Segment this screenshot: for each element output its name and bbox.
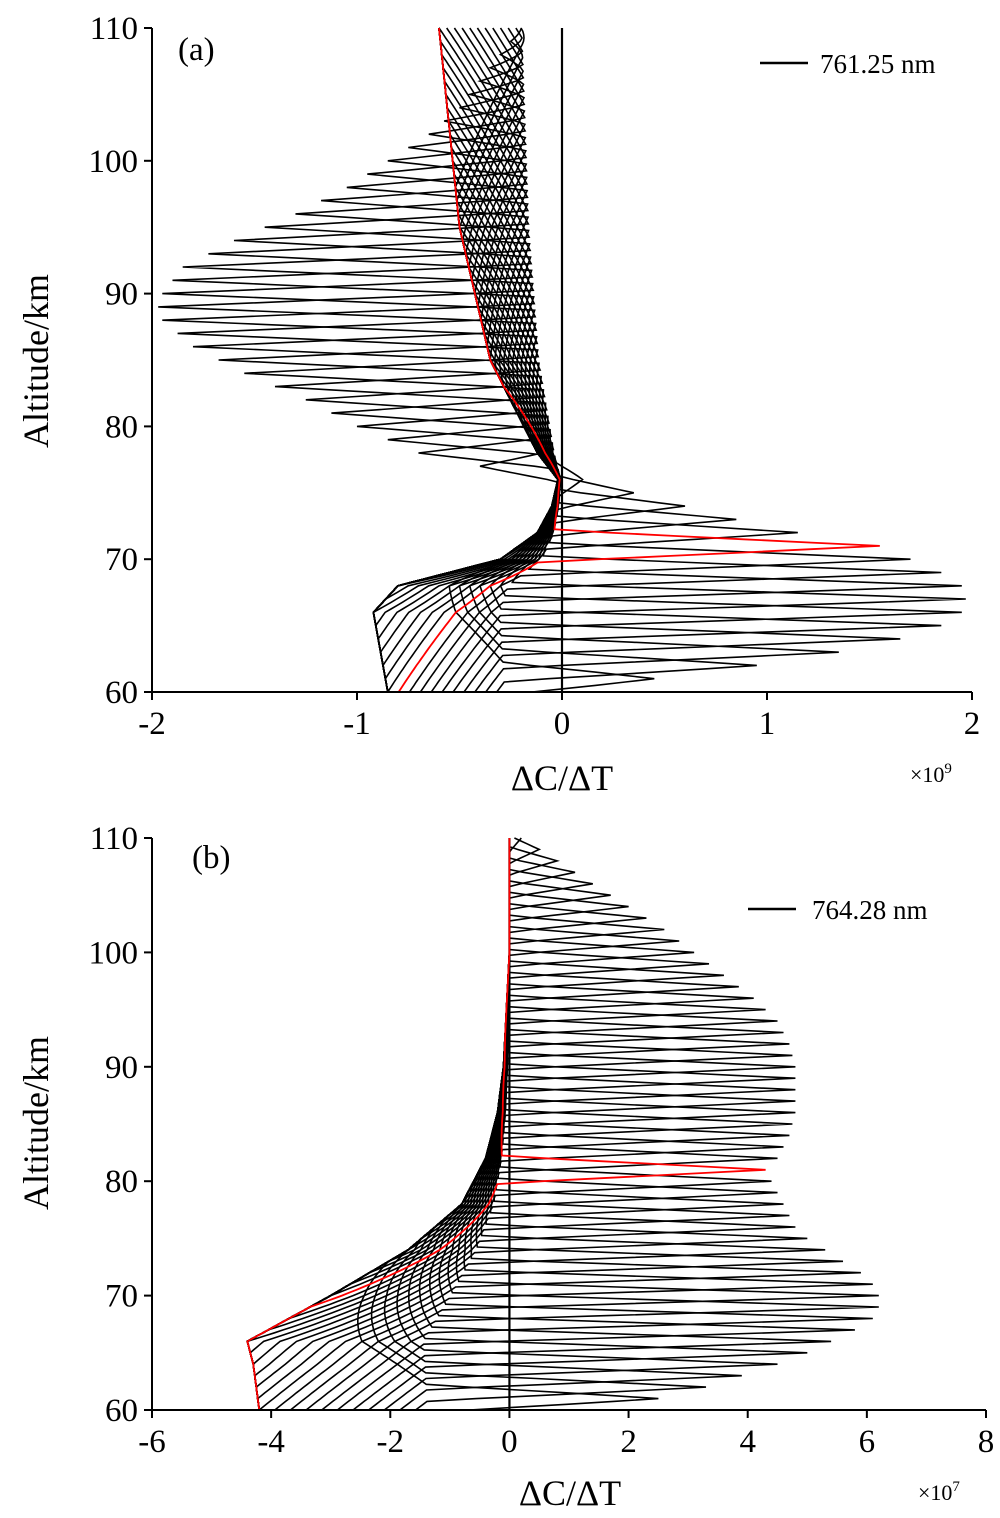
y-axis-label-b: Altitude/km [16, 1036, 56, 1210]
profile-curve [253, 838, 808, 1411]
y-tick-label: 60 [105, 1393, 138, 1429]
profile-curve [246, 838, 576, 1411]
y-tick-label: 80 [105, 1164, 138, 1200]
profile-curve [370, 838, 707, 1411]
x-axis-label-a: ΔC/ΔT [511, 758, 613, 798]
highlighted-profile-curve [397, 27, 880, 693]
profile-curve [295, 27, 559, 693]
x-tick-label: -4 [257, 1424, 285, 1460]
profile-curve [264, 27, 559, 693]
profile-curve [246, 838, 665, 1411]
highlighted-profile-curve [246, 838, 766, 1411]
axes-a: -2 -1 0 1 2 60 70 80 90 100 110 [89, 11, 981, 742]
y-tick-label: 60 [105, 675, 138, 711]
y-axis-label-a: Altitude/km [16, 274, 56, 448]
x-tick-label: 1 [759, 706, 776, 742]
x-tick-label: -2 [377, 1424, 405, 1460]
profile-curves-b [246, 837, 879, 1411]
profile-curve [430, 27, 962, 693]
y-tick-label: 90 [105, 1050, 138, 1086]
legend-a: 761.25 nm [760, 49, 936, 79]
x-tick-label: 0 [501, 1424, 518, 1460]
x-tick-label: 6 [859, 1424, 876, 1460]
x-axis-label-b: ΔC/ΔT [519, 1473, 621, 1513]
profile-curve [384, 27, 737, 693]
profile-curve [246, 838, 647, 1411]
y-tick-label: 70 [105, 542, 138, 578]
y-tick-label: 80 [105, 409, 138, 445]
panel-label-a: (a) [178, 32, 215, 68]
profile-curve [244, 27, 560, 693]
legend-label-a: 761.25 nm [820, 49, 936, 79]
x-tick-label: 2 [620, 1424, 637, 1460]
y-tick-label: 100 [89, 144, 139, 180]
x-multiplier-b: ×107 [918, 1479, 960, 1505]
profile-curve [438, 27, 942, 693]
x-multiplier-a: ×109 [910, 761, 952, 787]
x-tick-label: 0 [554, 706, 571, 742]
y-tick-label: 70 [105, 1279, 138, 1315]
y-tick-label: 90 [105, 277, 138, 313]
y-tick-label: 110 [90, 11, 138, 47]
profile-curve [208, 27, 559, 693]
legend-b: 764.28 nm [748, 895, 928, 925]
panel-label-b: (b) [192, 840, 230, 876]
x-tick-label: -2 [138, 706, 166, 742]
panel-a: -2 -1 0 1 2 60 70 80 90 100 110 (a) 761.25 nm ΔC/Δ… [16, 11, 980, 798]
axes-b: -6 -4 -2 0 2 4 6 8 60 70 80 90 100 110 [89, 821, 995, 1460]
x-tick-label: 2 [964, 706, 981, 742]
profile-curve [246, 838, 629, 1411]
y-tick-label: 110 [90, 821, 138, 857]
profile-curve [246, 838, 724, 1411]
profile-curve [246, 837, 522, 1411]
y-tick-label: 100 [89, 935, 139, 971]
profile-curve [246, 838, 680, 1411]
x-tick-label: -1 [343, 706, 371, 742]
profile-curves-a [158, 27, 966, 693]
x-tick-label: -6 [138, 1424, 166, 1460]
legend-label-b: 764.28 nm [812, 895, 928, 925]
x-tick-label: 4 [739, 1424, 756, 1460]
profile-curve [356, 27, 561, 693]
x-tick-label: 8 [978, 1424, 995, 1460]
